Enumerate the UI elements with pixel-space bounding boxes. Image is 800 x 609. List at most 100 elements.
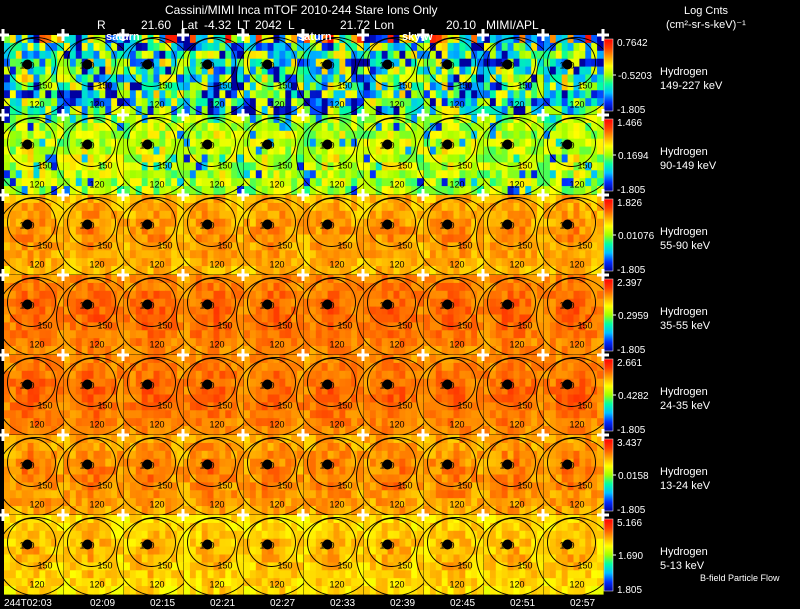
heatmap-pixel — [399, 170, 406, 179]
heatmap-pixel — [304, 394, 311, 403]
heatmap-pixel — [424, 234, 431, 243]
heatmap-pixel — [75, 146, 83, 156]
heatmap-pixel — [333, 306, 340, 316]
heatmap-pixel — [99, 98, 106, 107]
heatmap-pixel — [585, 58, 592, 68]
contour-label: 180 — [140, 301, 155, 311]
heatmap-pixel — [111, 162, 118, 171]
heatmap-pixel — [189, 50, 197, 60]
heatmap-pixel — [111, 170, 118, 179]
heatmap-pixel — [591, 58, 598, 68]
heatmap-pixel — [93, 210, 100, 220]
heatmap-pixel — [9, 50, 17, 60]
panel-species-label: Hydrogen — [660, 146, 708, 158]
contour-label: 150 — [578, 161, 593, 171]
heatmap-pixel — [333, 202, 340, 212]
heatmap-pixel — [189, 290, 197, 300]
heatmap-pixel — [249, 82, 257, 91]
heatmap-pixel — [51, 74, 58, 83]
heatmap-pixel — [304, 178, 311, 187]
heatmap-pixel — [124, 418, 131, 427]
heatmap-pixel — [579, 202, 586, 212]
heatmap-pixel — [141, 106, 149, 115]
heatmap-pixel — [111, 355, 118, 364]
heatmap-pixel — [87, 35, 95, 44]
contour-label: 180 — [560, 221, 575, 231]
heatmap-pixel — [219, 210, 226, 220]
heatmap-pixel — [513, 186, 520, 195]
heatmap-pixel — [87, 410, 95, 419]
heatmap-pixel — [309, 338, 317, 347]
heatmap-pixel — [231, 330, 238, 339]
heatmap-pixel — [531, 154, 538, 163]
heatmap-pixel — [87, 115, 95, 124]
heatmap-pixel — [321, 90, 329, 99]
heatmap-pixel — [159, 402, 166, 411]
heatmap-pixel — [147, 250, 155, 259]
heatmap-pixel — [99, 82, 106, 91]
heatmap-pixel — [195, 282, 203, 292]
heatmap-pixel — [381, 314, 389, 323]
heatmap-pixel — [297, 275, 304, 284]
heatmap-pixel — [477, 275, 484, 284]
heatmap-pixel — [237, 170, 244, 179]
heatmap-pixel — [297, 314, 304, 323]
heatmap-pixel — [153, 82, 160, 91]
heatmap-pixel — [411, 74, 418, 83]
heatmap-pixel — [333, 122, 340, 132]
heatmap-pixel — [567, 202, 575, 212]
heatmap-pixel — [345, 66, 352, 76]
heatmap-pixel — [387, 50, 395, 60]
heatmap-pixel — [75, 162, 83, 171]
heatmap-pixel — [399, 290, 406, 300]
heatmap-pixel — [381, 258, 389, 267]
heatmap-pixel — [333, 146, 340, 156]
heatmap-pixel — [537, 42, 544, 52]
heatmap-pixel — [495, 306, 503, 316]
heatmap-pixel — [573, 50, 580, 60]
heatmap-pixel — [351, 138, 358, 148]
heatmap-pixel — [9, 170, 17, 179]
heatmap-pixel — [501, 130, 509, 140]
heatmap-pixel — [273, 170, 280, 179]
contour-inner — [127, 278, 176, 327]
heatmap-pixel — [544, 346, 551, 355]
heatmap-pixel — [57, 210, 64, 220]
heatmap-pixel — [304, 130, 311, 140]
heatmap-pixel — [225, 130, 232, 140]
heatmap-pixel — [267, 35, 275, 44]
heatmap-pixel — [309, 346, 317, 355]
heatmap-pixel — [465, 42, 472, 52]
heatmap-pixel — [51, 98, 58, 107]
heatmap-pixel — [261, 258, 269, 267]
heatmap-pixel — [87, 282, 95, 292]
heatmap-pixel — [225, 195, 232, 204]
heatmap-pixel — [15, 74, 23, 83]
heatmap-pixel — [207, 418, 215, 427]
lon-value: 20.10 — [446, 18, 477, 32]
heatmap-pixel — [549, 258, 557, 267]
heatmap-pixel — [465, 266, 472, 275]
heatmap-pixel — [405, 275, 412, 284]
heatmap-pixel — [255, 355, 263, 364]
saturn-marker — [262, 139, 273, 150]
heatmap-pixel — [375, 42, 383, 52]
heatmap-pixel — [249, 50, 257, 60]
heatmap-pixel — [249, 426, 257, 435]
heatmap-pixel — [99, 394, 106, 403]
heatmap-pixel — [117, 138, 124, 148]
heatmap-pixel — [237, 202, 244, 212]
heatmap-pixel — [75, 106, 83, 115]
heatmap-pixel — [315, 138, 323, 148]
heatmap-pixel — [375, 226, 383, 236]
heatmap-pixel — [39, 370, 46, 380]
heatmap-pixel — [135, 346, 143, 355]
heatmap-pixel — [195, 154, 203, 163]
heatmap-pixel — [15, 410, 23, 419]
heatmap-pixel — [135, 410, 143, 419]
heatmap-pixel — [387, 122, 395, 132]
heatmap-pixel — [159, 394, 166, 403]
heatmap-pixel — [171, 338, 178, 347]
heatmap-pixel — [544, 42, 551, 52]
